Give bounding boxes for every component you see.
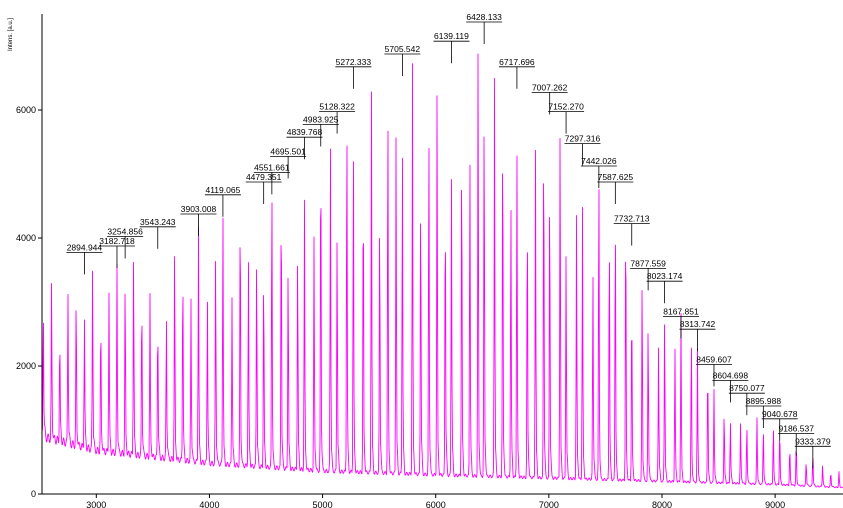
axes: 3000 4000 5000 6000 7000 8000 9000 0 2000 4000 60…: [8, 14, 843, 508]
peak-label: 8023.174: [647, 271, 683, 281]
peak-label: 7442.026: [581, 156, 617, 166]
peak-label: 8313.742: [680, 319, 716, 329]
peak-label: 9040.678: [762, 409, 798, 419]
peak-label: 8459.607: [696, 354, 732, 364]
x-tick-label: 9000: [765, 500, 785, 508]
peak-label: 4695.501: [270, 146, 306, 156]
peak-label: 4479.351: [246, 172, 282, 182]
peak-label: 3254.856: [107, 226, 143, 236]
peak-label: 3903.008: [181, 204, 217, 214]
peak-label: 4839.768: [287, 127, 323, 137]
peak-label: 4551.661: [254, 162, 290, 172]
peak-label: 7732.713: [614, 214, 650, 224]
peak-label: 6139.119: [434, 31, 469, 41]
peak-label: 9186.537: [778, 424, 814, 434]
plot-area: [41, 53, 843, 489]
peak-label: 9333.379: [795, 436, 831, 446]
peak-label: 5128.322: [319, 102, 355, 112]
peak-label: 3543.243: [140, 217, 176, 227]
peak-label: 7877.559: [630, 258, 666, 268]
y-tick-label: 0: [31, 489, 36, 499]
peak-label: 6717.696: [499, 57, 535, 67]
peak-label: 5272.333: [336, 57, 372, 67]
y-tick-label: 4000: [16, 233, 36, 243]
y-axis-label: Intens. [a.u.]: [8, 18, 14, 51]
peak-label: 4983.925: [303, 114, 339, 124]
y-tick-label: 2000: [16, 361, 36, 371]
peak-label: 8895.988: [746, 396, 782, 406]
x-tick-label: 4000: [199, 500, 219, 508]
x-tick-label: 3000: [86, 500, 106, 508]
peak-label: 7587.625: [598, 172, 634, 182]
peak-label: 6428.133: [466, 12, 502, 22]
x-tick-label: 7000: [539, 500, 559, 508]
peak-label: 7297.316: [565, 134, 601, 144]
spectrum-trace: [41, 53, 843, 489]
peak-label: 7007.262: [532, 82, 568, 92]
y-tick-label: 6000: [16, 105, 36, 115]
peak-label: 8604.698: [713, 370, 749, 380]
x-tick-label: 5000: [313, 500, 333, 508]
peak-label: 5705.542: [385, 44, 421, 54]
peak-label: 4119.065: [205, 185, 240, 195]
peak-label: 8167.851: [663, 306, 699, 316]
peak-label: 3182.718: [99, 236, 135, 246]
x-tick-label: 6000: [426, 500, 446, 508]
y-ticks: 0 2000 4000 6000: [16, 105, 42, 499]
x-tick-label: 8000: [652, 500, 672, 508]
peak-label: 7152.270: [548, 102, 584, 112]
x-ticks: 3000 4000 5000 6000 7000 8000 9000: [86, 494, 785, 508]
peak-label: 8750.077: [729, 383, 765, 393]
peak-label: 2894.944: [67, 242, 103, 252]
